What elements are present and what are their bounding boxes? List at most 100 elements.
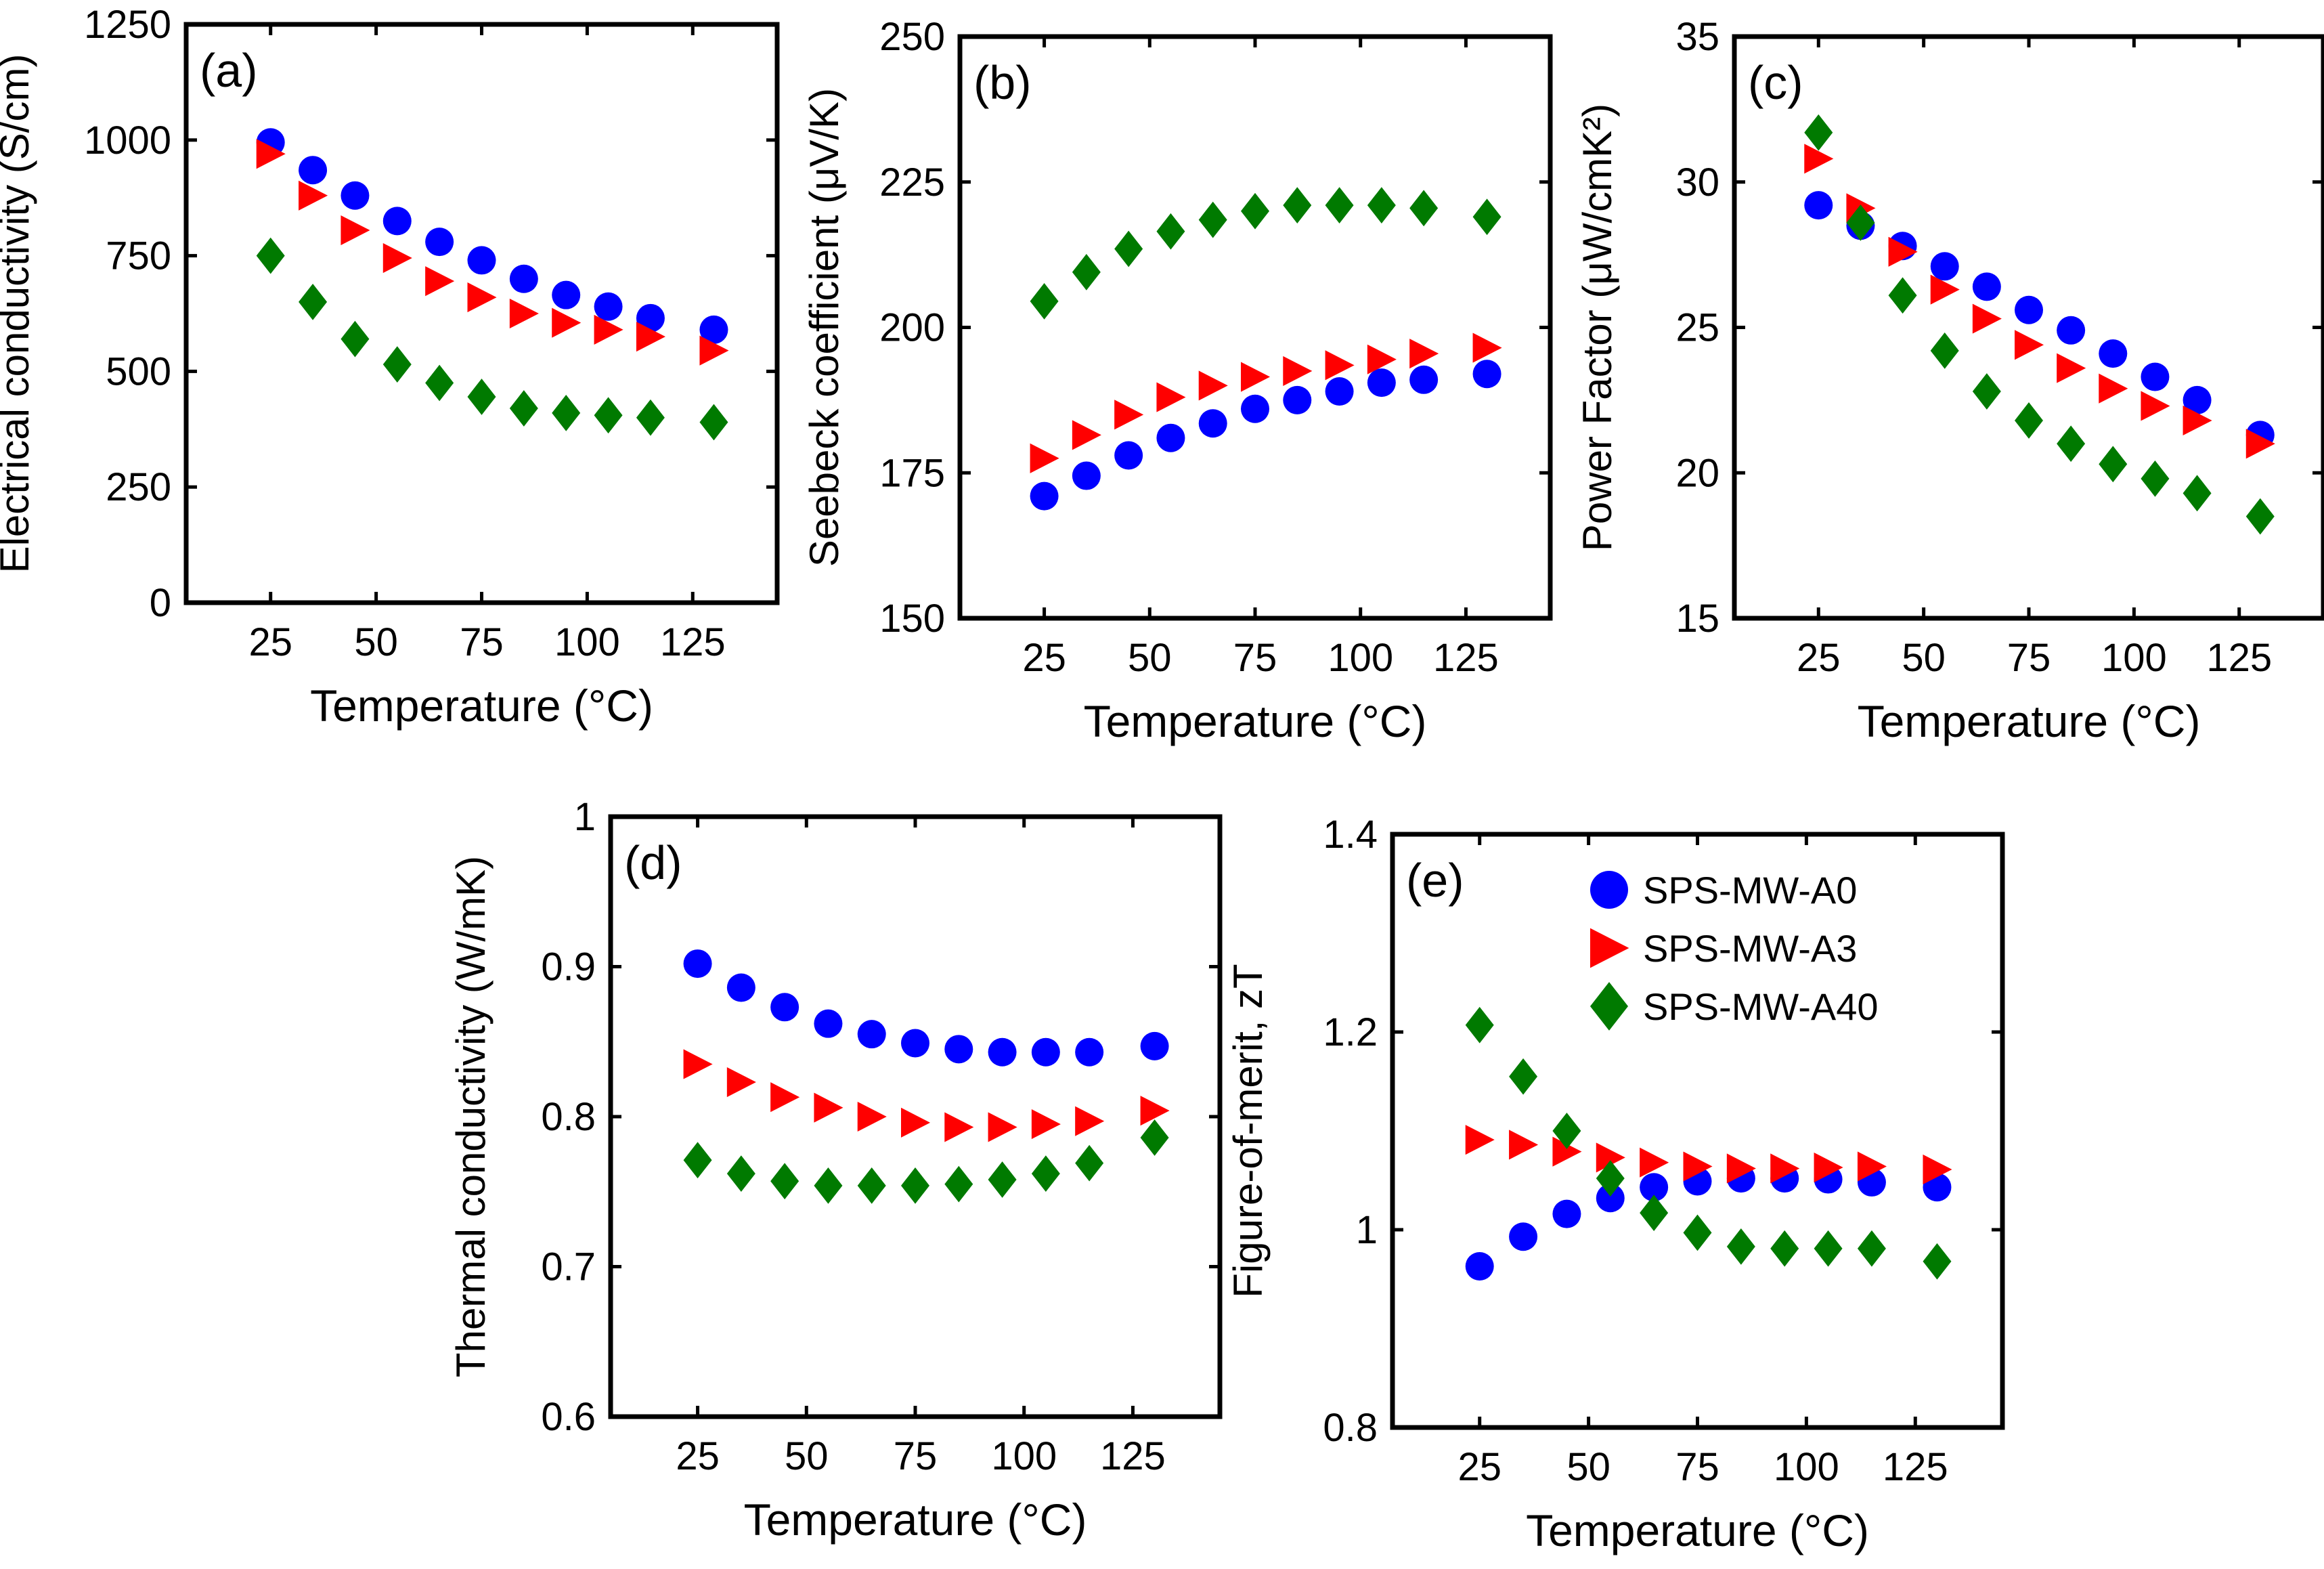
data-point-triangle <box>1814 1152 1843 1183</box>
y-tick-label: 0.6 <box>541 1395 596 1439</box>
data-point-diamond <box>1156 213 1185 250</box>
data-point-circle <box>1114 441 1143 470</box>
data-point-circle <box>2183 385 2212 414</box>
data-point-circle <box>1472 360 1501 389</box>
data-point-circle <box>1072 461 1101 490</box>
data-point-triangle <box>1888 236 1918 267</box>
data-point-triangle <box>1472 332 1502 363</box>
x-axis-label: Temperature (°C) <box>1526 1505 1869 1555</box>
data-point-circle <box>1031 1037 1060 1067</box>
y-tick-label: 0.9 <box>541 945 596 989</box>
data-point-circle <box>2099 339 2128 368</box>
data-point-diamond <box>1072 254 1101 291</box>
data-point-circle <box>467 246 496 275</box>
data-point-diamond <box>901 1167 929 1204</box>
data-point-diamond <box>1031 1155 1060 1192</box>
data-point-circle <box>1409 365 1439 394</box>
data-point-circle <box>1030 481 1059 511</box>
data-point-diamond <box>1930 332 1959 369</box>
x-tick-label: 125 <box>1433 636 1499 680</box>
data-point-triangle <box>1241 362 1271 392</box>
data-point-diamond <box>552 395 581 431</box>
data-point-circle <box>1156 423 1185 452</box>
data-point-triangle <box>425 266 455 297</box>
data-point-circle <box>1140 1031 1169 1060</box>
data-point-triangle <box>2057 353 2086 383</box>
data-point-triangle <box>382 242 412 274</box>
data-point-triangle <box>1804 144 1834 174</box>
y-tick-label: 200 <box>879 306 945 350</box>
data-point-diamond <box>1888 277 1917 314</box>
data-point-diamond <box>2183 475 2212 512</box>
data-point-diamond <box>1640 1195 1669 1232</box>
x-tick-label: 125 <box>1883 1445 1948 1489</box>
x-tick-label: 75 <box>894 1434 938 1478</box>
data-point-triangle <box>770 1082 800 1113</box>
y-tick-label: 0.8 <box>541 1095 596 1139</box>
data-point-diamond <box>1923 1243 1952 1280</box>
data-point-triangle <box>1465 1125 1495 1155</box>
panel-label: (d) <box>624 836 682 889</box>
data-point-diamond <box>382 346 412 383</box>
panel-label: (b) <box>973 56 1032 109</box>
data-point-diamond <box>1241 192 1269 230</box>
data-point-circle <box>1241 394 1269 423</box>
data-point-circle <box>901 1029 929 1058</box>
data-point-triangle <box>814 1092 843 1123</box>
x-tick-label: 25 <box>676 1434 720 1478</box>
x-tick-label: 75 <box>1675 1445 1719 1489</box>
data-point-diamond <box>1472 198 1501 236</box>
x-tick-label: 125 <box>1100 1434 1166 1478</box>
x-tick-label: 25 <box>1022 636 1066 680</box>
data-point-triangle <box>594 314 623 345</box>
data-point-diamond <box>1140 1119 1169 1156</box>
y-tick-label: 35 <box>1675 15 1719 59</box>
data-point-circle <box>1930 252 1959 281</box>
y-tick-label: 30 <box>1675 160 1719 205</box>
y-tick-label: 1.4 <box>1323 813 1378 857</box>
data-point-triangle <box>552 307 582 338</box>
data-point-diamond <box>1857 1230 1886 1267</box>
panel-label: (a) <box>200 44 258 97</box>
x-tick-label: 125 <box>660 620 726 664</box>
x-axis-label: Temperature (°C) <box>1858 696 2201 746</box>
x-tick-label: 75 <box>460 620 504 664</box>
data-point-diamond <box>636 399 665 436</box>
data-point-triangle <box>1367 344 1397 374</box>
data-point-circle <box>552 280 581 309</box>
data-point-triangle <box>2141 391 2170 421</box>
data-point-diamond <box>1972 373 2001 410</box>
data-point-diamond <box>467 379 496 415</box>
data-point-diamond <box>1367 187 1396 223</box>
data-point-diamond <box>726 1155 755 1192</box>
data-point-triangle <box>1075 1106 1105 1136</box>
data-point-diamond <box>814 1167 843 1204</box>
y-tick-label: 750 <box>106 234 171 278</box>
data-point-diamond <box>944 1165 973 1203</box>
data-point-diamond <box>1683 1214 1712 1251</box>
data-point-triangle <box>1031 1109 1061 1140</box>
data-point-circle <box>1509 1222 1538 1251</box>
data-point-diamond <box>341 320 370 358</box>
legend-label: SPS-MW-A3 <box>1643 927 1857 970</box>
data-point-diamond <box>1409 190 1439 227</box>
data-point-diamond <box>770 1163 799 1200</box>
y-tick-label: 1000 <box>84 119 171 163</box>
data-point-circle <box>299 156 328 185</box>
data-point-diamond <box>299 284 328 320</box>
data-point-triangle <box>341 215 370 246</box>
data-point-triangle <box>1640 1147 1669 1178</box>
x-axis-label: Temperature (°C) <box>310 681 653 731</box>
data-point-circle <box>944 1035 973 1064</box>
data-point-circle <box>814 1009 843 1038</box>
plot-frame <box>183 22 780 605</box>
y-tick-label: 1250 <box>84 3 171 47</box>
x-tick-label: 50 <box>1902 636 1946 680</box>
data-point-triangle <box>988 1112 1017 1142</box>
y-tick-label: 0.7 <box>541 1245 596 1289</box>
y-tick-label: 150 <box>879 597 945 641</box>
data-point-triangle <box>1156 382 1186 412</box>
data-point-diamond <box>425 364 454 402</box>
data-point-diamond <box>2245 498 2275 535</box>
y-axis-label: Thermal conductivity (W/mK) <box>448 856 494 1377</box>
